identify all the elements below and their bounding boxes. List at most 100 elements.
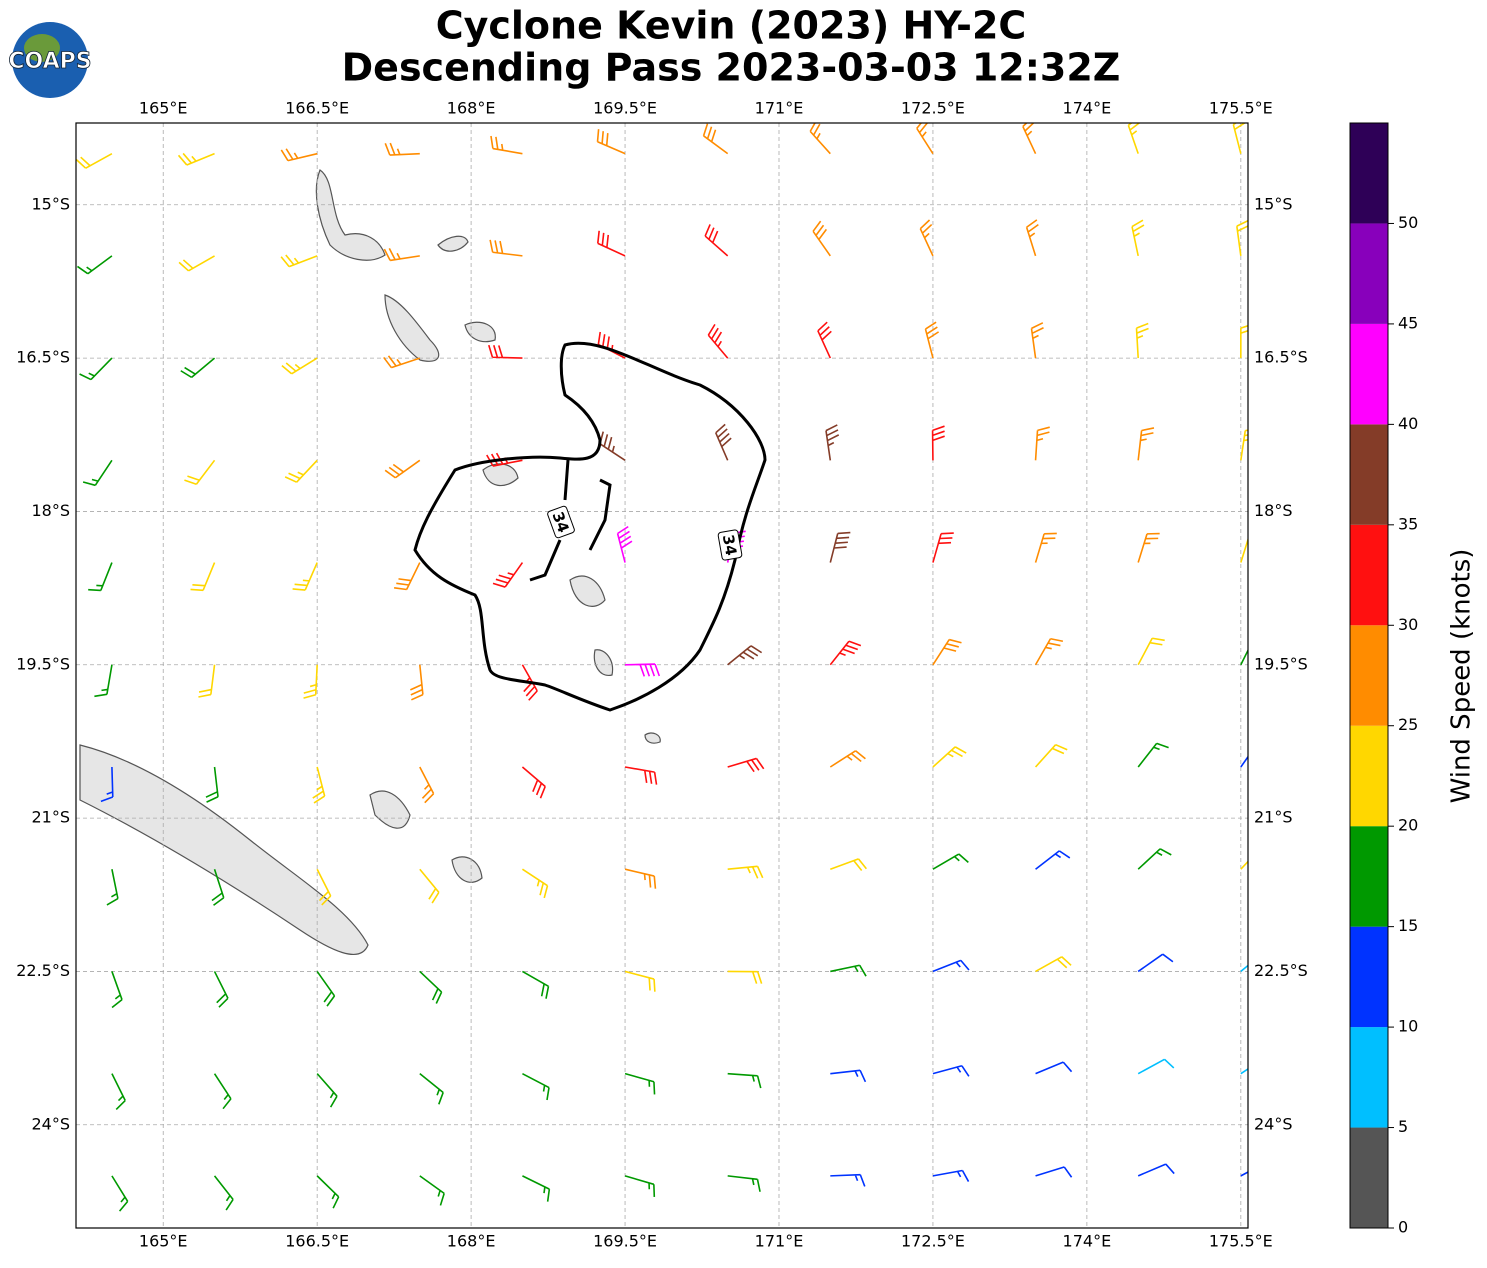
wind-barb bbox=[316, 970, 336, 1007]
wind-barb bbox=[830, 964, 867, 977]
lat-tick-label: 21°S bbox=[31, 808, 70, 827]
wind-barb bbox=[599, 431, 626, 461]
lon-tick-label: 171°E bbox=[755, 99, 804, 118]
lon-tick-label: 172.5°E bbox=[901, 99, 965, 118]
wind-barb bbox=[1240, 324, 1248, 359]
wind-barb bbox=[316, 1073, 338, 1108]
wind-barb bbox=[213, 1175, 234, 1211]
wind-barb bbox=[596, 230, 626, 257]
land bbox=[593, 649, 614, 676]
wind-barb bbox=[1035, 1061, 1073, 1075]
wind-barb bbox=[919, 219, 934, 257]
contour-label-bg bbox=[547, 505, 575, 539]
lon-tick-label: 174°E bbox=[1063, 99, 1112, 118]
grid bbox=[76, 123, 1248, 1228]
lon-tick-label: 175.5°E bbox=[1209, 99, 1273, 118]
wind-barb bbox=[383, 355, 421, 369]
lat-tick-label: 15°S bbox=[1254, 194, 1293, 213]
lat-tick-label: 19.5°S bbox=[16, 654, 70, 673]
wind-barb bbox=[1240, 429, 1248, 461]
wind-barb bbox=[521, 664, 538, 701]
wind-barb bbox=[489, 239, 523, 257]
wind-barb bbox=[1137, 637, 1165, 666]
colorbar-tick-label: 50 bbox=[1398, 213, 1418, 232]
wind-barb bbox=[932, 746, 967, 768]
wind-barb bbox=[1240, 964, 1248, 973]
colorbar-tick-label: 45 bbox=[1398, 313, 1418, 332]
wind-barb bbox=[76, 152, 113, 169]
wind-barb bbox=[1022, 123, 1037, 155]
wind-barb bbox=[490, 135, 523, 155]
colorbar-bin bbox=[1350, 123, 1388, 224]
land bbox=[451, 856, 483, 883]
lat-tick-label: 16.5°S bbox=[1254, 348, 1308, 367]
lat-tick-label: 24°S bbox=[31, 1114, 70, 1133]
lat-tick-label: 18°S bbox=[31, 501, 70, 520]
wind-barb bbox=[211, 868, 225, 906]
colorbar-frame bbox=[1349, 122, 1389, 1229]
wind-barb bbox=[707, 323, 729, 359]
wind-barb bbox=[180, 357, 216, 379]
wind-barb bbox=[410, 664, 424, 701]
wind-barb bbox=[316, 868, 332, 906]
colorbar-bin bbox=[1350, 725, 1388, 827]
wind-barb bbox=[624, 868, 657, 889]
wind-barb bbox=[932, 638, 962, 666]
wind-barb bbox=[932, 853, 969, 870]
wind-barb bbox=[825, 424, 840, 461]
wind-barbs bbox=[76, 123, 1248, 1212]
wind-barb bbox=[82, 459, 113, 487]
wind-barb bbox=[213, 971, 229, 1008]
map-ticks: 165°E 165°E 166.5°E 166.5°E 168°E 168°E 169.5°… bbox=[16, 99, 1308, 1251]
wind-barb bbox=[1034, 426, 1050, 461]
wind-barb bbox=[1034, 532, 1057, 563]
wind-barb bbox=[596, 129, 626, 155]
wind-barb bbox=[727, 1175, 761, 1192]
wind-barb bbox=[1131, 219, 1145, 257]
wind-barb bbox=[1137, 532, 1160, 563]
wind-barb bbox=[715, 423, 732, 461]
contour-label-bg bbox=[717, 529, 743, 561]
wind-barb bbox=[384, 142, 420, 156]
wind-barb bbox=[932, 959, 970, 973]
lon-tick-label: 169.5°E bbox=[593, 1232, 657, 1251]
wind-barb bbox=[419, 868, 440, 904]
wind-barb bbox=[419, 970, 443, 1004]
wind-barb bbox=[1240, 860, 1248, 870]
wind-barb bbox=[616, 525, 633, 563]
lon-tick-label: 175.5°E bbox=[1209, 1232, 1273, 1251]
wind-barb bbox=[817, 321, 832, 359]
wind-barb bbox=[704, 224, 729, 257]
wind-barb bbox=[492, 562, 524, 588]
wind-barb bbox=[384, 459, 421, 479]
wind-barb bbox=[931, 425, 945, 461]
wind-barb bbox=[94, 664, 113, 698]
wind-barb bbox=[383, 248, 420, 262]
colorbar-tick-label: 20 bbox=[1398, 816, 1418, 835]
wind-barb bbox=[284, 459, 318, 483]
colorbar-tick-label: 5 bbox=[1398, 1117, 1408, 1136]
wind-barb bbox=[829, 750, 866, 768]
land bbox=[464, 321, 496, 343]
wind-barb bbox=[419, 1175, 445, 1206]
wind-barb bbox=[727, 645, 763, 666]
title-line: Descending Pass 2023-03-03 12:32Z bbox=[342, 46, 1121, 90]
colorbar-bin bbox=[1350, 223, 1388, 324]
lon-tick-label: 165°E bbox=[139, 99, 188, 118]
lat-tick-label: 19.5°S bbox=[1254, 654, 1308, 673]
logo-text: COAPS bbox=[8, 49, 91, 74]
wind-barb bbox=[281, 357, 318, 375]
wind-barb bbox=[1137, 1058, 1175, 1075]
land bbox=[369, 790, 411, 829]
lon-tick-label: 171°E bbox=[755, 1232, 804, 1251]
wind-barb bbox=[76, 255, 113, 275]
wind-barb bbox=[213, 1073, 232, 1110]
colorbar-tick-label: 25 bbox=[1398, 715, 1418, 734]
wind-barb bbox=[1137, 742, 1169, 768]
wind-barb bbox=[1025, 219, 1039, 257]
wind-barb bbox=[1137, 427, 1155, 461]
land bbox=[437, 235, 469, 252]
wind-barb bbox=[111, 1073, 126, 1111]
wind-barb bbox=[106, 869, 119, 906]
lon-tick-label: 166.5°E bbox=[285, 99, 349, 118]
